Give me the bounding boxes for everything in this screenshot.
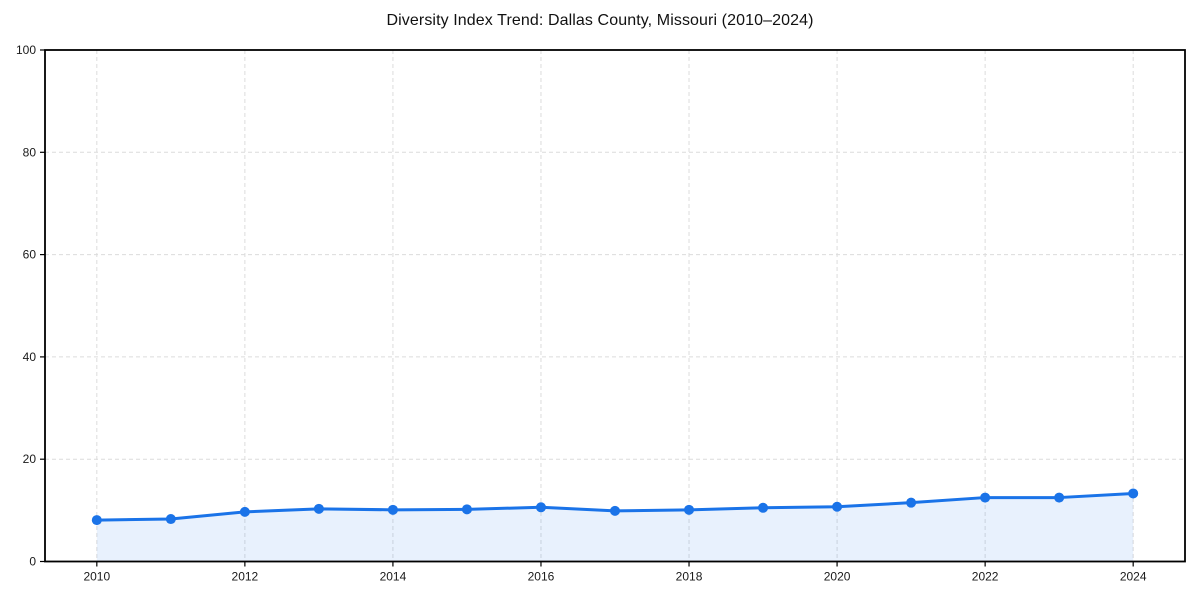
x-tick-label: 2010	[83, 570, 110, 584]
x-tick-label: 2018	[676, 570, 703, 584]
y-tick-label: 0	[29, 555, 36, 569]
y-tick-label: 20	[23, 452, 37, 466]
area-fill	[96, 493, 1134, 562]
plot-border	[44, 49, 1186, 563]
x-tick-labels: 2010 2012 2014 2016 2018 2020 2022 2024	[83, 570, 1146, 584]
x-tick-label: 2024	[1120, 570, 1147, 584]
axis-ticks	[40, 49, 1134, 567]
x-tick-label: 2016	[528, 570, 555, 584]
y-tick-labels: 0 20 40 60 80 100	[16, 43, 36, 569]
y-tick-label: 60	[23, 248, 37, 262]
x-tick-label: 2022	[972, 570, 999, 584]
x-tick-label: 2020	[824, 570, 851, 584]
y-tick-label: 100	[16, 43, 36, 57]
chart-title: Diversity Index Trend: Dallas County, Mi…	[386, 12, 814, 29]
y-tick-label: 80	[23, 145, 37, 159]
x-tick-label: 2014	[380, 570, 407, 584]
gridlines	[45, 49, 1185, 562]
data-points	[91, 488, 1139, 526]
y-tick-label: 40	[23, 350, 37, 364]
x-tick-label: 2012	[232, 570, 259, 584]
